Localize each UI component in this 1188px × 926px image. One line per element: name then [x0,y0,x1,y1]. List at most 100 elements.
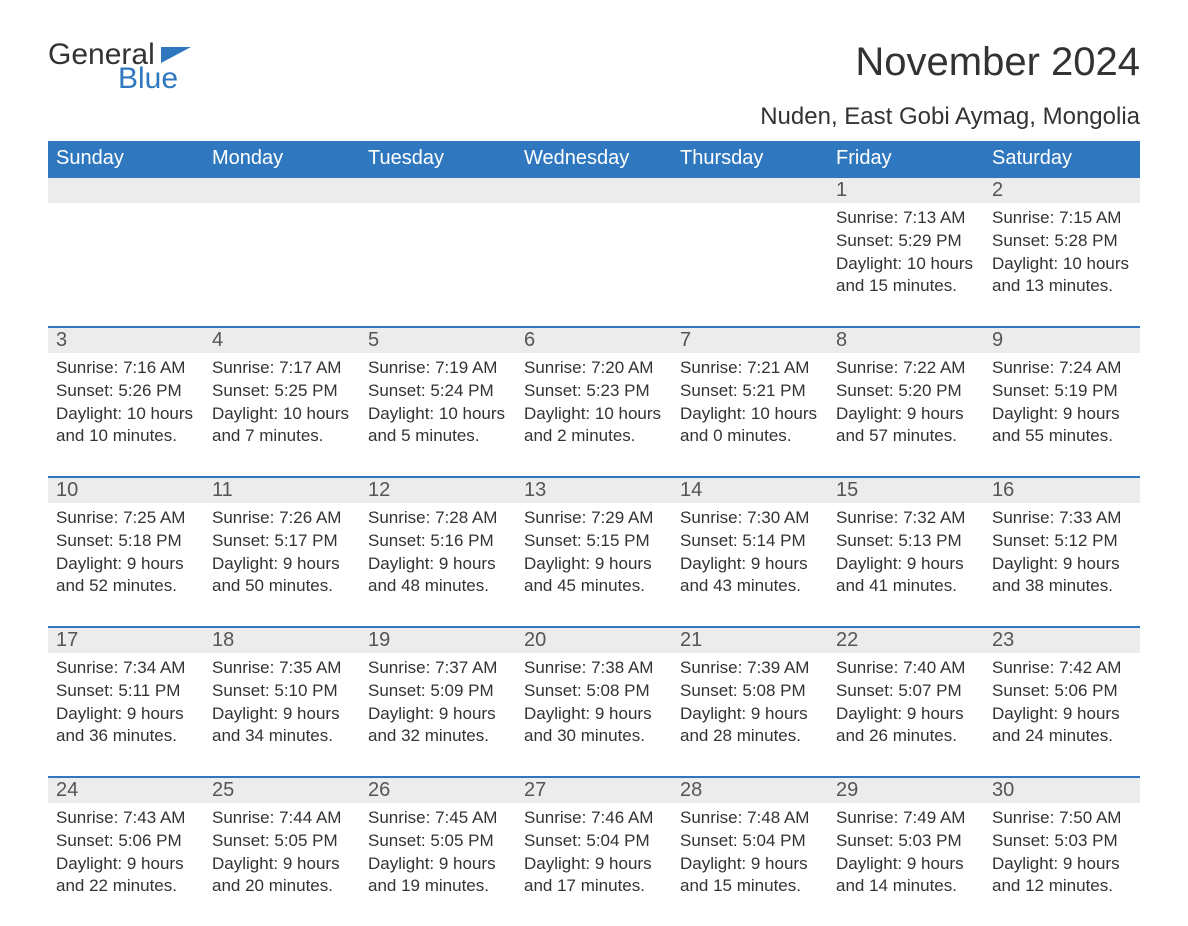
sunset-value: 5:16 PM [430,531,493,550]
daylight-label: Daylight: [524,704,595,723]
sunset-value: 5:12 PM [1054,531,1117,550]
day-number-row: 10111213141516 [48,476,1140,503]
sunrise-line: Sunrise: 7:39 AM [680,657,820,679]
day-number: 21 [672,628,828,653]
sunset-label: Sunset: [212,531,274,550]
day-cell: Sunrise: 7:26 AMSunset: 5:17 PMDaylight:… [204,503,360,626]
sunrise-value: 7:25 AM [123,508,185,527]
day-number [48,178,204,203]
daylight-line-2: and 24 minutes. [992,725,1132,747]
day-number [672,178,828,203]
sunrise-value: 7:16 AM [123,358,185,377]
sunset-line: Sunset: 5:10 PM [212,680,352,702]
sunrise-label: Sunrise: [524,358,591,377]
daylight-line-1: Daylight: 10 hours [680,403,820,425]
sunrise-value: 7:39 AM [747,658,809,677]
sunrise-line: Sunrise: 7:33 AM [992,507,1132,529]
day-cell: Sunrise: 7:28 AMSunset: 5:16 PMDaylight:… [360,503,516,626]
daylight-line-1: Daylight: 9 hours [524,853,664,875]
daylight-line-2: and 41 minutes. [836,575,976,597]
daylight-label: Daylight: [836,554,907,573]
sunset-value: 5:20 PM [898,381,961,400]
day-number: 4 [204,328,360,353]
daylight-label: Daylight: [992,254,1063,273]
daylight-line-1: Daylight: 9 hours [992,553,1132,575]
sunset-value: 5:17 PM [274,531,337,550]
sunset-label: Sunset: [836,831,898,850]
daylight-label: Daylight: [524,404,595,423]
sunset-line: Sunset: 5:29 PM [836,230,976,252]
sunrise-label: Sunrise: [368,658,435,677]
sunset-line: Sunset: 5:06 PM [56,830,196,852]
weekday-header: Wednesday [516,141,672,176]
day-number: 12 [360,478,516,503]
sunrise-label: Sunrise: [992,358,1059,377]
daylight-label: Daylight: [524,554,595,573]
sunset-line: Sunset: 5:26 PM [56,380,196,402]
day-cell: Sunrise: 7:15 AMSunset: 5:28 PMDaylight:… [984,203,1140,326]
sunrise-label: Sunrise: [524,808,591,827]
daylight-label: Daylight: [368,404,439,423]
sunset-line: Sunset: 5:06 PM [992,680,1132,702]
sunset-line: Sunset: 5:03 PM [836,830,976,852]
sunset-label: Sunset: [680,681,742,700]
day-cell: Sunrise: 7:32 AMSunset: 5:13 PMDaylight:… [828,503,984,626]
day-number: 18 [204,628,360,653]
daylight-line-1: Daylight: 10 hours [836,253,976,275]
daylight-value-1: 9 hours [1063,404,1120,423]
day-number: 19 [360,628,516,653]
day-cell: Sunrise: 7:43 AMSunset: 5:06 PMDaylight:… [48,803,204,926]
day-number: 28 [672,778,828,803]
daylight-label: Daylight: [680,854,751,873]
daylight-line-1: Daylight: 9 hours [368,853,508,875]
day-number: 17 [48,628,204,653]
day-number [204,178,360,203]
daylight-label: Daylight: [680,704,751,723]
sunrise-label: Sunrise: [836,658,903,677]
sunrise-label: Sunrise: [56,358,123,377]
sunrise-line: Sunrise: 7:50 AM [992,807,1132,829]
daylight-label: Daylight: [368,854,439,873]
sunset-label: Sunset: [680,381,742,400]
day-cell: Sunrise: 7:49 AMSunset: 5:03 PMDaylight:… [828,803,984,926]
sunset-value: 5:05 PM [430,831,493,850]
sunrise-line: Sunrise: 7:24 AM [992,357,1132,379]
sunrise-value: 7:37 AM [435,658,497,677]
daylight-value-1: 9 hours [907,704,964,723]
day-number-row: 12 [48,176,1140,203]
day-cell: Sunrise: 7:40 AMSunset: 5:07 PMDaylight:… [828,653,984,776]
daylight-line-1: Daylight: 9 hours [680,703,820,725]
sunset-label: Sunset: [56,531,118,550]
sunrise-line: Sunrise: 7:25 AM [56,507,196,529]
sunrise-value: 7:32 AM [903,508,965,527]
sunrise-line: Sunrise: 7:38 AM [524,657,664,679]
day-cell: Sunrise: 7:42 AMSunset: 5:06 PMDaylight:… [984,653,1140,776]
daylight-line-1: Daylight: 9 hours [836,853,976,875]
sunrise-label: Sunrise: [680,658,747,677]
daylight-line-1: Daylight: 10 hours [56,403,196,425]
sunset-value: 5:24 PM [430,381,493,400]
sunset-label: Sunset: [524,681,586,700]
sunrise-line: Sunrise: 7:48 AM [680,807,820,829]
sunrise-line: Sunrise: 7:34 AM [56,657,196,679]
sunset-value: 5:05 PM [274,831,337,850]
sunset-line: Sunset: 5:25 PM [212,380,352,402]
daylight-line-2: and 50 minutes. [212,575,352,597]
daylight-value-1: 10 hours [439,404,505,423]
logo: General Blue [48,40,191,94]
sunrise-value: 7:33 AM [1059,508,1121,527]
sunset-line: Sunset: 5:07 PM [836,680,976,702]
daylight-label: Daylight: [836,404,907,423]
daylight-value-1: 9 hours [439,704,496,723]
sunset-label: Sunset: [992,531,1054,550]
sunset-label: Sunset: [836,681,898,700]
title-block: November 2024 Nuden, East Gobi Aymag, Mo… [760,40,1140,131]
weekday-header: Sunday [48,141,204,176]
day-number [516,178,672,203]
sunset-line: Sunset: 5:15 PM [524,530,664,552]
daylight-line-2: and 12 minutes. [992,875,1132,897]
daylight-line-2: and 5 minutes. [368,425,508,447]
sunrise-line: Sunrise: 7:44 AM [212,807,352,829]
sunrise-label: Sunrise: [368,358,435,377]
sunset-value: 5:26 PM [118,381,181,400]
